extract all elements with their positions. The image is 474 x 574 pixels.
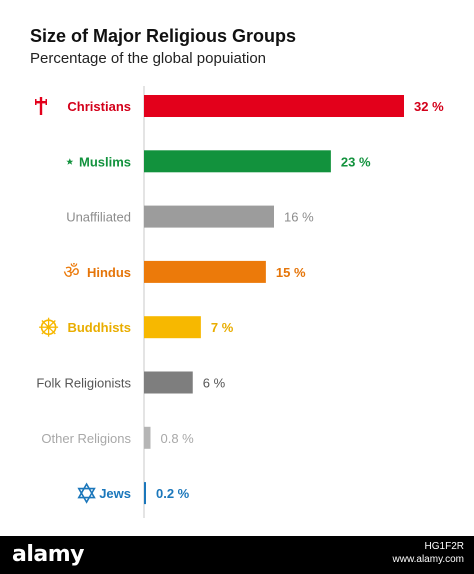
chart-title: Size of Major Religious Groups bbox=[30, 26, 297, 46]
star-of-david-icon bbox=[77, 482, 96, 504]
bar-muslims bbox=[144, 150, 331, 173]
bar-unaffiliated bbox=[144, 205, 274, 228]
category-label: Buddhists bbox=[67, 320, 131, 335]
category-label: Folk Religionists bbox=[36, 376, 131, 391]
category-label: Muslims bbox=[79, 154, 131, 169]
category-label: Christians bbox=[67, 99, 131, 114]
wheel-spoke bbox=[41, 326, 50, 335]
om-icon: ॐ bbox=[63, 262, 79, 283]
wheel-spoke bbox=[48, 320, 56, 328]
value-label: 0.8 % bbox=[161, 431, 195, 446]
star-triangle-up bbox=[77, 482, 96, 499]
cross-icon-beam bbox=[35, 101, 47, 104]
value-label: 7 % bbox=[211, 320, 234, 335]
value-label: 16 % bbox=[284, 210, 314, 225]
crescent-star-icon bbox=[57, 153, 74, 170]
bar-jews bbox=[144, 482, 146, 505]
category-label: Other Religions bbox=[41, 431, 131, 446]
watermark-info: HG1F2R www.alamy.com bbox=[393, 540, 465, 566]
category-label: Hindus bbox=[87, 265, 131, 280]
om-glyph: ॐ bbox=[63, 262, 79, 283]
value-label: 23 % bbox=[341, 154, 371, 169]
image-id: HG1F2R bbox=[424, 541, 464, 552]
dharma-wheel-icon bbox=[39, 317, 59, 337]
cross-icon bbox=[35, 97, 47, 115]
cross-icon-stem bbox=[39, 97, 43, 115]
cross-icon-serif bbox=[35, 99, 37, 105]
watermark-footer: alamy HG1F2R www.alamy.com bbox=[0, 536, 474, 574]
crescent-shape bbox=[57, 153, 66, 170]
value-label: 6 % bbox=[203, 376, 226, 391]
chart-subtitle: Percentage of the global popuiation bbox=[30, 50, 267, 67]
value-label: 0.2 % bbox=[156, 486, 190, 501]
star-shape bbox=[66, 158, 74, 165]
bar-christians bbox=[144, 95, 404, 117]
category-label: Unaffiliated bbox=[66, 210, 131, 225]
value-label: 15 % bbox=[276, 265, 306, 280]
bar-other-religions bbox=[144, 426, 151, 449]
value-label: 32 % bbox=[414, 99, 444, 114]
category-label: Jews bbox=[99, 486, 131, 501]
watermark-logo: alamy bbox=[12, 542, 85, 567]
wheel-spoke bbox=[41, 320, 50, 328]
cross-icon-serif bbox=[45, 99, 47, 105]
bar-folk-religionists bbox=[144, 371, 193, 394]
bar-buddhists bbox=[144, 316, 201, 339]
bar-chart: Christians 32 % Muslims 23 % Unaffiliated 16 … bbox=[35, 86, 444, 518]
bar-hindus bbox=[144, 260, 266, 283]
image-url: www.alamy.com bbox=[392, 554, 465, 565]
wheel-spoke bbox=[48, 326, 56, 335]
star-triangle-down bbox=[77, 487, 96, 504]
